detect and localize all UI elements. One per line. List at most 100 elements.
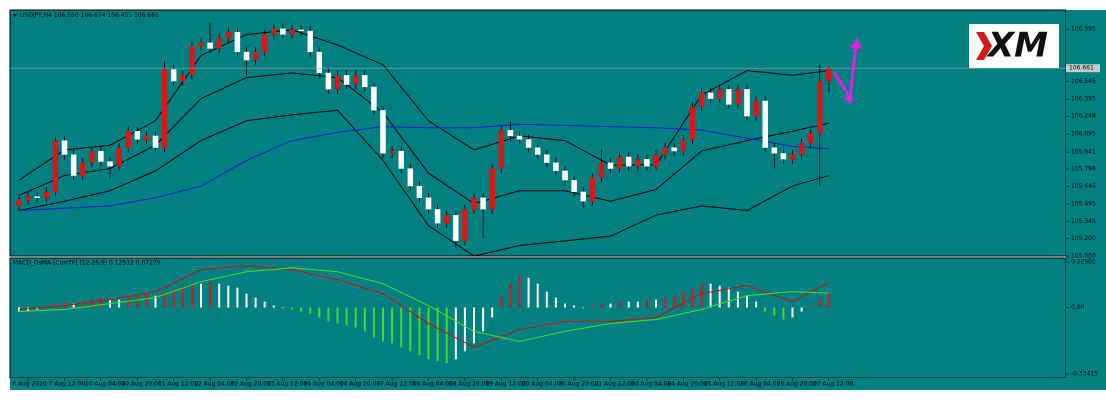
y-tick-label: 105.345 [1071, 218, 1096, 225]
histogram-bar [300, 307, 303, 312]
histogram-bar [491, 307, 494, 318]
candle-body [98, 150, 104, 162]
histogram-bar [200, 283, 202, 308]
x-tick-label: 12 Aug 20:00 [231, 381, 272, 388]
histogram-bar [627, 301, 630, 308]
histogram-bar [600, 303, 603, 308]
x-tick-label: 24 Aug 04:00 [631, 381, 672, 388]
candle-body [343, 75, 350, 85]
histogram-bar [81, 301, 84, 308]
histogram-bar [145, 293, 148, 308]
candle-body [189, 45, 195, 76]
candle-body [243, 51, 250, 61]
candle-body [216, 37, 222, 49]
candle-body [61, 140, 68, 155]
x-tick-label: 7 Aug 12:00 [49, 381, 86, 388]
price-axis [1066, 10, 1106, 390]
candle-body [807, 133, 814, 144]
y-tick-label: 106.395 [1071, 96, 1096, 103]
candle-body [553, 162, 559, 172]
histogram-bar [527, 277, 530, 308]
candle-body [443, 215, 450, 224]
y-tick-label: 105.796 [1071, 166, 1096, 173]
x-tick-label: 18 Aug 04:00 [413, 381, 454, 388]
histogram-bar [655, 299, 657, 308]
histogram-bar [409, 307, 412, 352]
candle-body [43, 191, 50, 198]
histogram-bar [45, 307, 48, 309]
price-panel [9, 9, 1067, 257]
candle-body [234, 32, 241, 53]
candle-body [125, 131, 131, 148]
current-price-label: 106.661 [1069, 65, 1094, 72]
candle-body [107, 161, 113, 167]
x-tick-label: 10 Aug 20:00 [121, 381, 162, 388]
candle-body [707, 92, 714, 99]
candle-body [635, 159, 641, 167]
candle-body [434, 209, 441, 224]
candle-body [525, 139, 532, 148]
candle-body [680, 139, 687, 152]
histogram-bar [764, 307, 767, 312]
candle-body [325, 72, 332, 90]
candle-body [289, 29, 295, 35]
candle-body [34, 196, 40, 198]
candle-body [380, 110, 386, 154]
candle-body [662, 147, 668, 155]
candle-body [143, 135, 150, 140]
x-tick-label: 20 Aug 20:00 [558, 381, 599, 388]
candle-body [607, 162, 614, 169]
y-tick-label: 105.941 [1071, 149, 1096, 156]
histogram-bar [245, 293, 248, 308]
histogram-bar [609, 303, 612, 308]
histogram-bar [354, 307, 357, 328]
histogram-bar [181, 285, 184, 308]
histogram-bar [291, 307, 293, 310]
histogram-bar [818, 297, 821, 308]
candle-body [498, 129, 505, 169]
y-tick-label: 106.249 [1071, 113, 1096, 120]
histogram-bar [746, 295, 748, 308]
candle-body [298, 29, 304, 32]
indicator-title: MACD_OsMA [CurrTF] (12,26,9) 0.12512 0.0… [13, 260, 161, 267]
candle-body [170, 69, 177, 82]
candle-body [616, 156, 623, 169]
histogram-bar [773, 307, 776, 316]
logo-mark [976, 32, 992, 60]
histogram-bar [172, 289, 175, 308]
y-tick-label: 105.050 [1071, 253, 1096, 260]
indicator-line [18, 265, 830, 348]
y-tick-label: 106.545 [1071, 78, 1096, 85]
x-tick-label: 19 Aug 12:00 [485, 381, 526, 388]
candle-body [771, 147, 778, 154]
candle-body [271, 28, 277, 35]
histogram-bar [345, 307, 348, 326]
histogram-bar [536, 283, 539, 308]
histogram-bar [736, 291, 739, 308]
candle-body [425, 197, 432, 210]
candle-body [798, 142, 805, 155]
candle-body [352, 75, 359, 85]
candle-body [261, 34, 268, 53]
histogram-bar [118, 299, 121, 308]
histogram-bar [281, 307, 284, 309]
histogram-bar [709, 283, 712, 308]
candle-body [70, 154, 77, 176]
histogram-bar [336, 307, 339, 324]
histogram-bar [554, 297, 557, 308]
histogram-bar [309, 307, 312, 314]
histogram-bar [618, 301, 621, 308]
candle-body [398, 150, 404, 169]
candle-body [225, 32, 232, 39]
candle-body [653, 154, 659, 167]
histogram-bar [418, 307, 421, 356]
histogram-bar [163, 291, 166, 308]
histogram-bar [218, 283, 221, 308]
y-tick-label: 106.095 [1071, 131, 1096, 138]
candle-body [507, 129, 514, 137]
histogram-bar [700, 283, 703, 308]
histogram-bar [272, 305, 275, 308]
histogram-bar [500, 295, 503, 308]
candle-body [89, 150, 95, 163]
